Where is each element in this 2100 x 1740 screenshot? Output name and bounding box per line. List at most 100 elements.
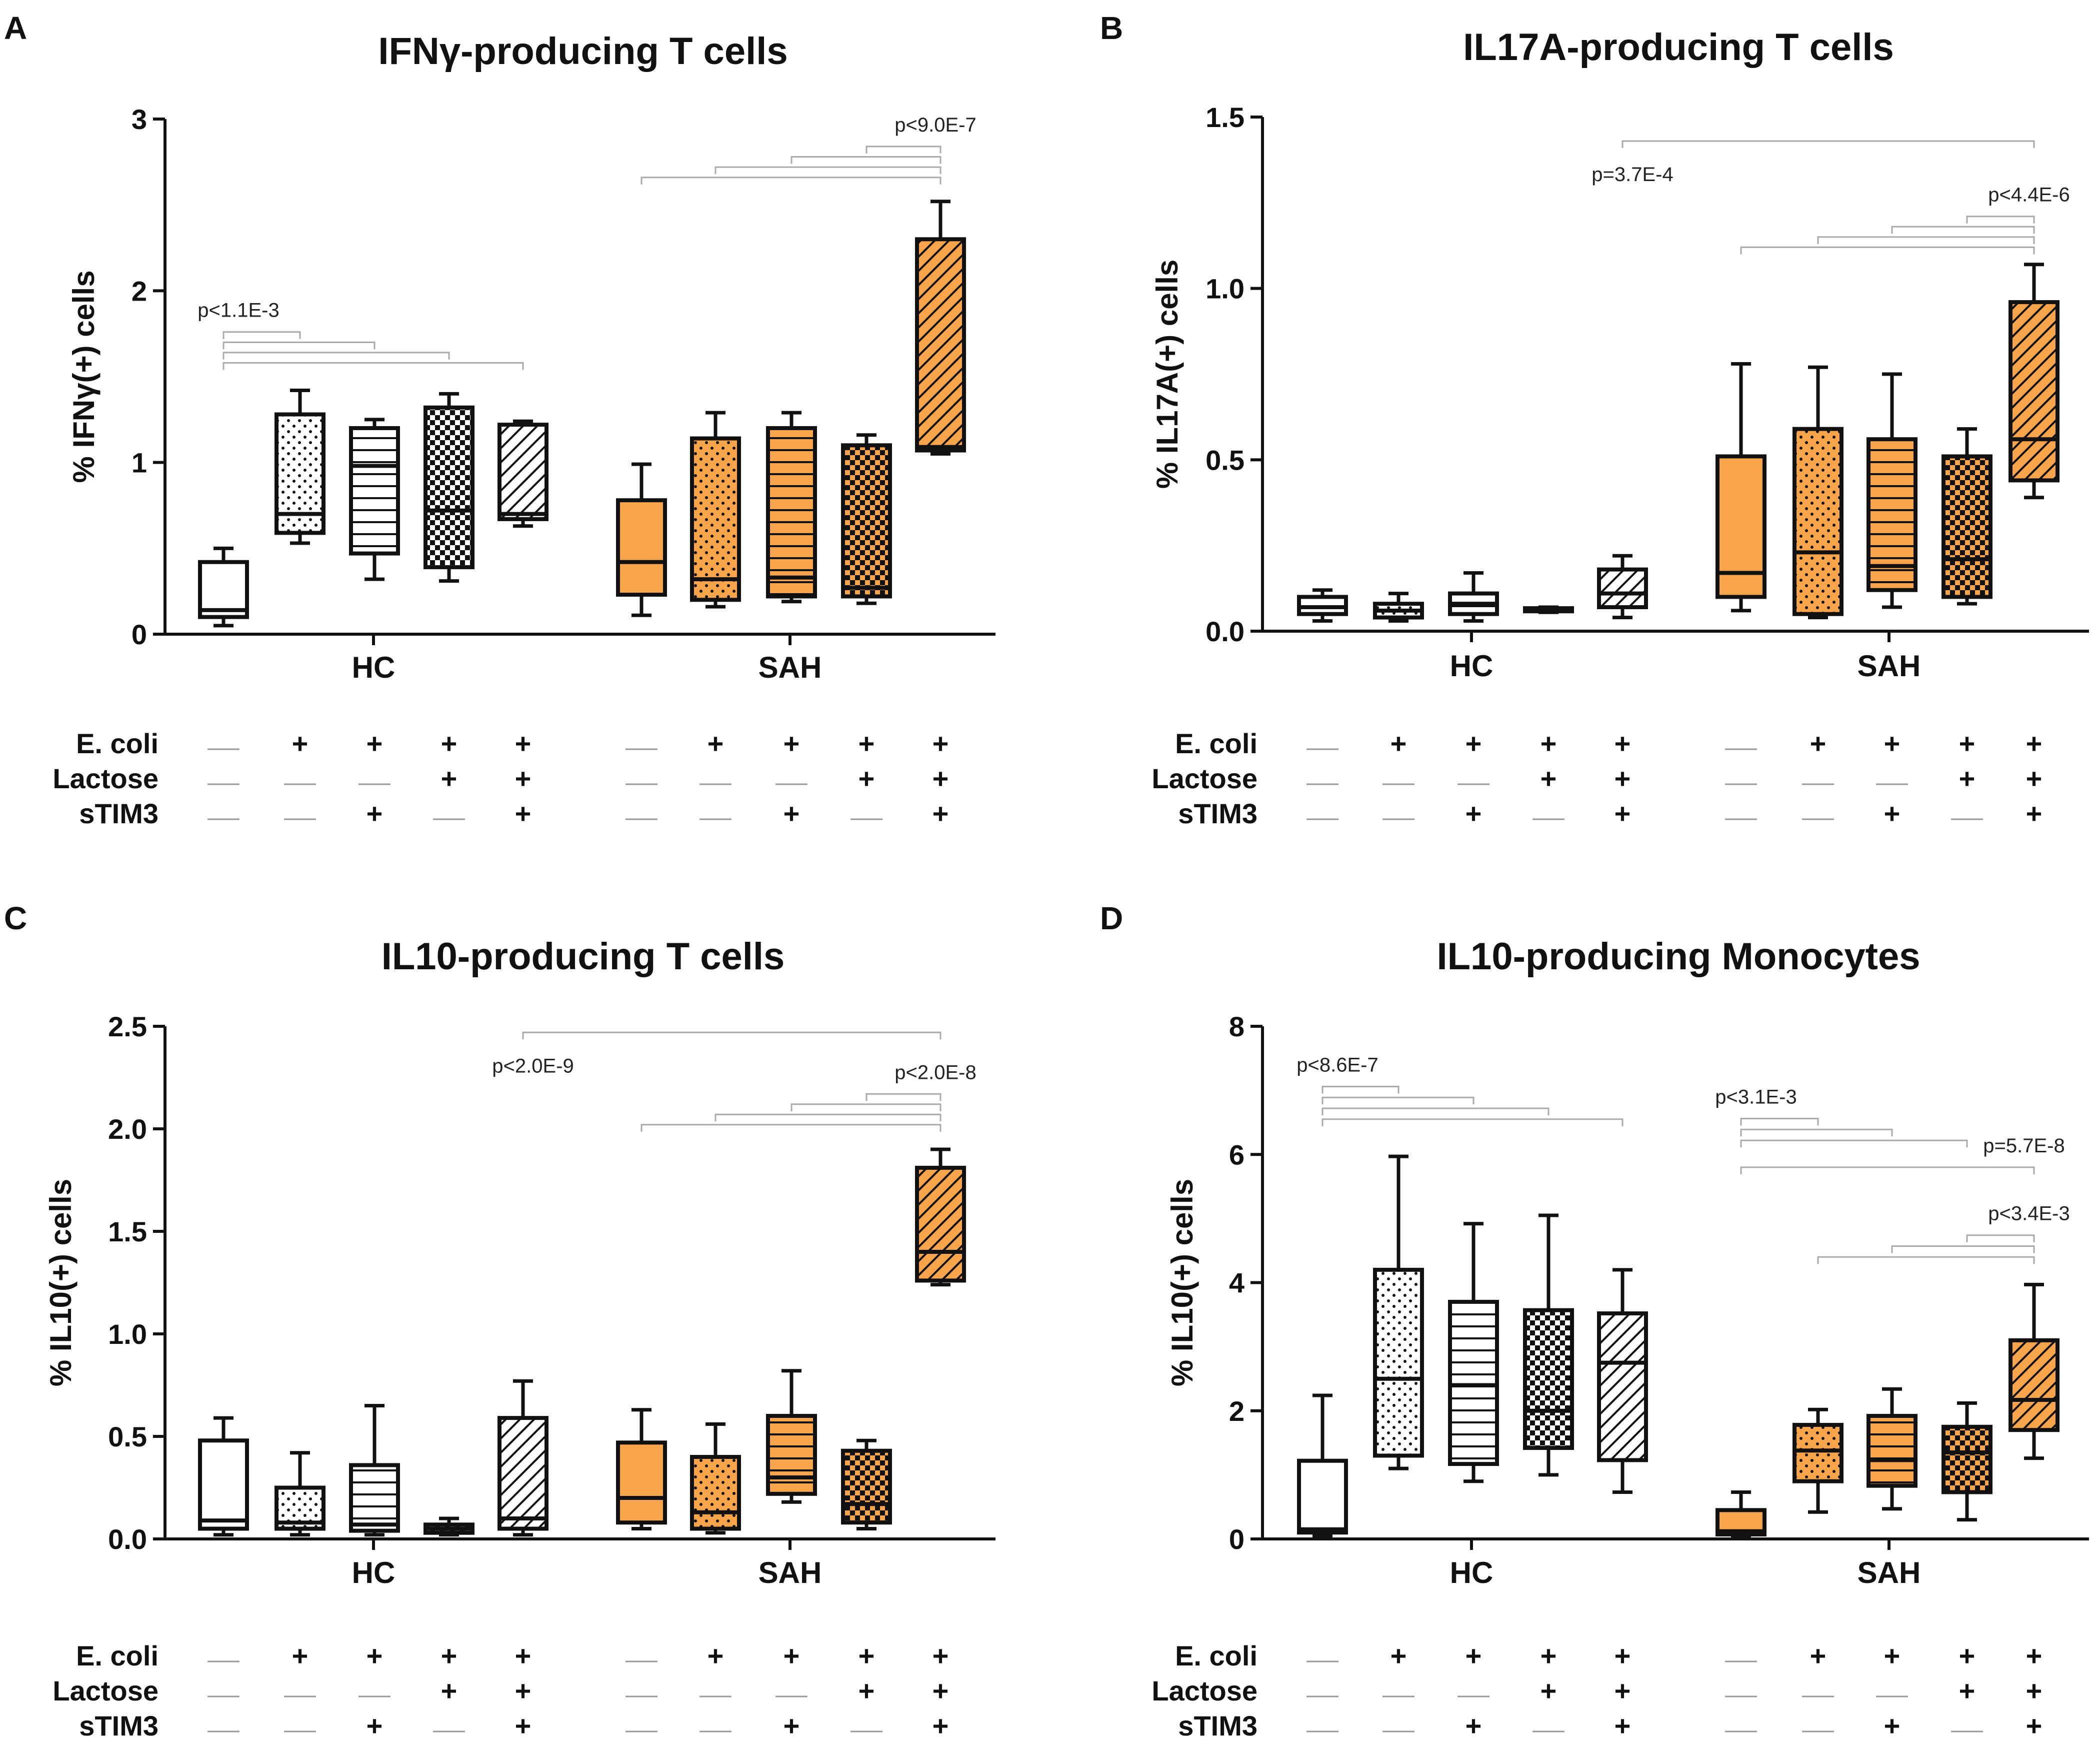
box-sah-1: [1716, 362, 1766, 613]
box-hc-2: [1373, 1154, 1424, 1470]
treatment-plus: +: [1614, 1710, 1631, 1740]
box-outline: [1792, 1422, 1844, 1483]
box-hc-5: [1597, 554, 1648, 620]
significance-bracket: p<2.0E-9: [492, 1031, 942, 1077]
treatment-plus: +: [1959, 728, 1976, 759]
bracket-line: [866, 1093, 942, 1101]
box-outline: [1866, 437, 1918, 592]
box-outline: [1942, 454, 1992, 599]
box-outline: [2008, 300, 2060, 483]
bracket-line: [522, 1031, 942, 1040]
box-sah-4: [1942, 1401, 1992, 1522]
treatment-plus: +: [2026, 1710, 2042, 1740]
treatment-plus: +: [1884, 798, 1900, 829]
box-outline: [274, 1485, 326, 1531]
treatment-plus: +: [932, 763, 949, 794]
y-tick-label: 2: [1229, 1395, 1244, 1427]
y-tick-label: 1.0: [108, 1318, 147, 1350]
y-tick-label: 2.5: [108, 1011, 147, 1042]
panel-b: B IL17A-producing T cells % IL17A(+) cells…: [1100, 10, 2089, 829]
treatment-plus: +: [784, 728, 800, 759]
treatment-plus: +: [515, 1675, 532, 1706]
treatment-plus: +: [1810, 1640, 1826, 1671]
treatment-plus: +: [1614, 728, 1631, 759]
box-outline: [690, 1455, 741, 1531]
treatment-plus: +: [1466, 728, 1482, 759]
panel-letter: B: [1100, 10, 1123, 46]
x-group-label-hc: HC: [352, 1556, 396, 1589]
bracket-line: [640, 177, 942, 185]
significance-bracket: p<8.6E-7: [1296, 1054, 1624, 1126]
panel-c: C IL10-producing T cells % IL10(+) cells 0.…: [4, 900, 996, 1740]
box-sah-2: [1792, 1407, 1844, 1514]
bracket-line: [1891, 226, 2035, 234]
box-sah-2: [690, 411, 741, 609]
treatment-label-lactose: Lactose: [52, 763, 158, 794]
box-pattern: [1944, 1426, 1990, 1492]
box-hc-3: [1448, 571, 1499, 623]
treatment-plus: +: [366, 798, 383, 829]
bracket-line: [1322, 1096, 1474, 1105]
p-value-label: p<3.4E-3: [1988, 1203, 2070, 1225]
treatment-plus: +: [1540, 728, 1557, 759]
box-pattern: [1794, 1424, 1842, 1481]
panel-letter: D: [1100, 900, 1123, 936]
treatment-plus: +: [292, 728, 308, 759]
box-pattern: [917, 1167, 964, 1281]
bracket-line: [1740, 1118, 1819, 1126]
box-outline: [1866, 1414, 1918, 1488]
treatment-plus: +: [441, 728, 458, 759]
box-fill: [1299, 1460, 1346, 1533]
treatment-plus: +: [1959, 1675, 1976, 1706]
bracket-line: [1740, 246, 2035, 255]
bracket-line: [1322, 1085, 1400, 1094]
treatment-label-stim3: sTIM3: [79, 798, 158, 829]
box-outline: [198, 1438, 249, 1531]
box-outline: [1523, 1308, 1574, 1450]
box-outline: [1448, 1299, 1499, 1466]
box-sah-4: [841, 433, 892, 605]
treatment-label-e-coli: E. coli: [1175, 728, 1258, 759]
box-outline: [198, 560, 249, 619]
box-sah-2: [690, 1422, 741, 1535]
box-fill: [200, 562, 247, 617]
x-group-label-sah: SAH: [758, 1556, 822, 1589]
box-hc-2: [1373, 592, 1424, 623]
y-axis-label: % IL10(+) cells: [44, 1179, 78, 1386]
box-pattern: [2010, 1340, 2058, 1430]
box-hc-1: [1297, 588, 1348, 623]
box-outline: [1792, 427, 1844, 616]
treatment-plus: +: [2026, 728, 2042, 759]
box-outline: [498, 1416, 548, 1531]
box-pattern: [351, 428, 398, 554]
box-outline: [766, 1414, 817, 1496]
p-value-label: p<9.0E-7: [894, 114, 976, 136]
treatment-plus: +: [784, 1710, 800, 1740]
bracket-line: [1817, 236, 2035, 244]
treatment-plus: +: [1540, 763, 1557, 794]
box-pattern: [2010, 302, 2058, 481]
bracket-line: [1966, 1234, 2035, 1242]
treatment-label-lactose: Lactose: [1152, 1675, 1258, 1706]
y-tick-label: 4: [1229, 1267, 1244, 1299]
treatment-plus: +: [858, 763, 875, 794]
box-fill: [200, 1440, 247, 1529]
treatment-label-lactose: Lactose: [52, 1675, 158, 1706]
box-outline: [616, 498, 667, 597]
box-pattern: [1599, 1313, 1646, 1460]
box-pattern: [1794, 429, 1842, 614]
significance-bracket: p=3.7E-4: [1592, 140, 2035, 186]
treatment-plus: +: [2026, 763, 2042, 794]
y-tick-label: 2: [132, 275, 147, 307]
box-outline: [274, 412, 326, 535]
box-outline: [766, 426, 817, 599]
box-pattern: [843, 445, 890, 597]
box-pattern: [426, 407, 472, 568]
panel-d: D IL10-producing Monocytes % IL10(+) cells…: [1100, 900, 2089, 1740]
treatment-label-e-coli: E. coli: [76, 728, 158, 759]
treatment-plus: +: [932, 798, 949, 829]
box-pattern: [1599, 569, 1646, 608]
box-hc-4: [424, 392, 474, 583]
treatment-table: E. coli + + + + + + + + Lactose + + + + sTIM3 + + + +: [52, 1640, 948, 1740]
treatment-plus: +: [784, 798, 800, 829]
